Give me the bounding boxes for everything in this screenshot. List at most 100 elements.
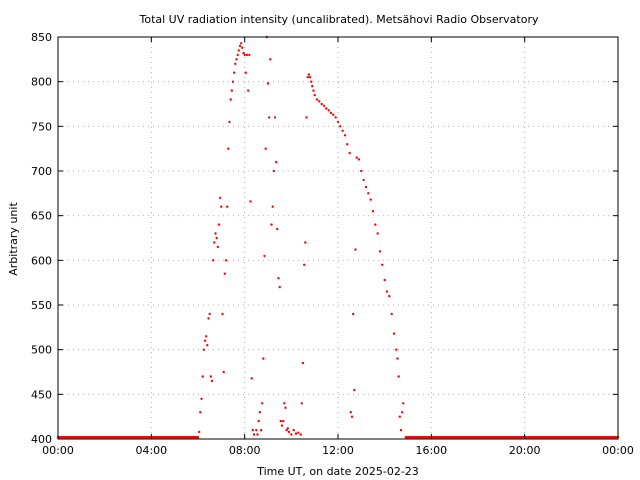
data-point <box>369 198 372 201</box>
data-point <box>307 73 310 76</box>
data-point <box>229 98 232 101</box>
data-point <box>325 107 328 110</box>
data-point <box>374 223 377 226</box>
y-tick-label: 400 <box>31 433 52 446</box>
data-point <box>241 46 244 49</box>
data-point <box>339 125 342 128</box>
data-point <box>399 428 403 432</box>
data-point <box>349 411 352 414</box>
x-tick-label: 00:00 <box>602 444 634 457</box>
x-axis-label: Time UT, on date 2025-02-23 <box>256 465 419 478</box>
data-point <box>308 76 312 79</box>
data-point <box>334 116 337 119</box>
data-point <box>392 332 396 335</box>
data-point <box>203 339 207 342</box>
data-point <box>354 248 357 251</box>
data-point <box>266 82 270 85</box>
data-point <box>398 415 401 418</box>
data-point <box>206 344 209 347</box>
data-point <box>299 433 302 436</box>
data-point <box>244 71 247 74</box>
data-point <box>310 80 313 83</box>
data-point <box>268 116 271 119</box>
data-point <box>214 232 217 235</box>
data-point <box>327 109 330 112</box>
data-point <box>362 178 365 182</box>
data-point <box>313 93 316 97</box>
data-point <box>216 245 219 249</box>
data-point <box>230 89 233 92</box>
data-point <box>385 290 389 293</box>
data-point <box>332 113 335 116</box>
data-point <box>222 370 225 374</box>
data-point <box>233 71 236 74</box>
data-point <box>240 42 243 45</box>
data-point <box>224 259 228 262</box>
y-tick-label: 550 <box>31 299 52 312</box>
data-point <box>202 348 205 351</box>
data-point <box>304 241 307 244</box>
data-point <box>381 263 384 266</box>
data-point <box>311 84 314 88</box>
data-point <box>292 428 295 432</box>
data-point <box>395 348 398 351</box>
data-point <box>383 278 386 282</box>
data-point <box>278 285 281 289</box>
data-point <box>396 357 399 360</box>
data-point <box>257 419 260 423</box>
grid <box>58 37 618 439</box>
data-point <box>277 277 280 280</box>
data-point <box>280 424 284 427</box>
y-tick-label: 600 <box>31 254 52 267</box>
data-point <box>283 402 286 405</box>
data-point <box>261 402 264 405</box>
data-point <box>250 377 253 380</box>
data-point <box>255 428 258 432</box>
data-point <box>305 116 308 119</box>
data-point <box>329 111 333 115</box>
data-point <box>228 120 231 124</box>
data-point <box>350 415 354 418</box>
data-point <box>199 411 202 414</box>
data-point <box>196 436 200 439</box>
data-point <box>242 51 245 55</box>
data-point <box>237 49 240 52</box>
data-point <box>357 158 361 161</box>
data-point <box>252 433 256 436</box>
x-tick-label: 16:00 <box>415 444 447 457</box>
y-tick-label: 500 <box>31 344 52 357</box>
data-point <box>371 210 375 213</box>
data-point <box>226 205 229 208</box>
data-point <box>397 375 400 378</box>
data-point <box>294 432 298 435</box>
data-point <box>306 76 309 79</box>
data-point <box>245 53 249 57</box>
data-point <box>303 263 306 266</box>
y-tick-label: 850 <box>31 31 52 44</box>
data-point <box>390 312 393 316</box>
data-point <box>201 375 204 378</box>
data-point <box>301 361 305 365</box>
data-point <box>401 411 404 414</box>
data-point <box>227 147 230 150</box>
data-point <box>217 223 221 226</box>
data-point <box>200 397 203 400</box>
data-point <box>287 430 291 434</box>
data-point <box>286 427 289 430</box>
data-point <box>234 62 237 65</box>
data-point <box>248 53 251 57</box>
data-point <box>341 129 344 132</box>
y-axis-label: Arbitrary unit <box>7 202 20 276</box>
data-point <box>285 428 288 432</box>
data-point <box>290 433 293 436</box>
data-point <box>221 312 224 316</box>
data-point <box>258 411 261 414</box>
data-point <box>348 151 351 155</box>
data-point <box>238 44 242 48</box>
data-point <box>300 402 303 405</box>
data-point <box>336 120 340 124</box>
y-tick-label: 800 <box>31 76 52 89</box>
data-point <box>343 134 347 137</box>
data-point <box>223 272 226 275</box>
data-point <box>219 196 222 199</box>
